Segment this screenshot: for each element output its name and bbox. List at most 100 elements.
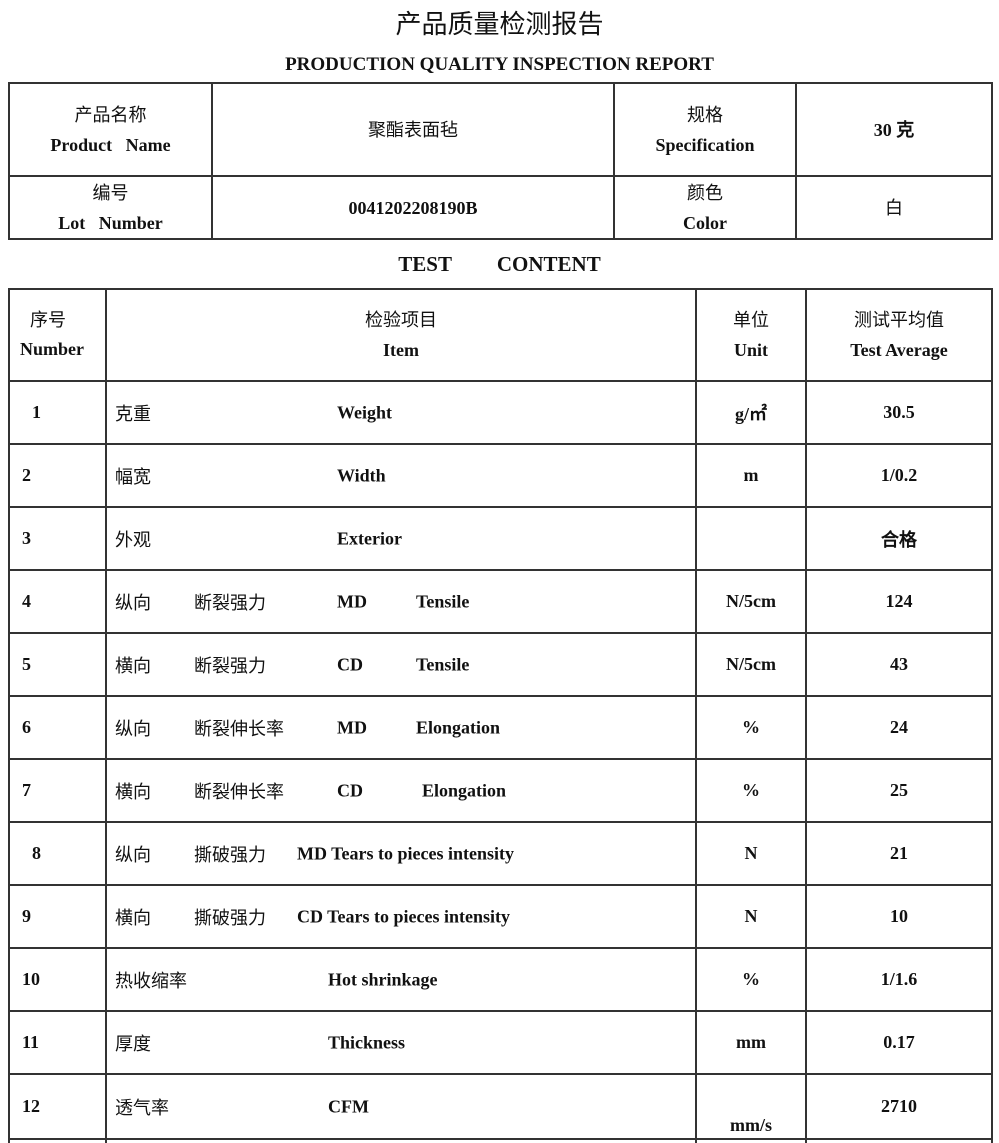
row-number: 3 (8, 506, 107, 571)
row-average: 124 (805, 569, 993, 634)
table-row: 11 厚度 Thickness mm 0.17 (8, 1010, 993, 1075)
direction-cn: 横向 (115, 907, 151, 928)
row-unit: N/5cm (695, 569, 807, 634)
item-cn: 幅宽 (115, 466, 151, 487)
product-name-label: 产品名称 Product Name (8, 82, 213, 177)
row-average: 合格 (805, 506, 993, 571)
item-en: Width (337, 465, 386, 485)
row-unit: N (695, 821, 807, 886)
item-en: Elongation (422, 780, 507, 800)
table-row: 1 克重 Weight g/㎡ 30.5 (8, 380, 993, 445)
test-content-title: TEST CONTENT (398, 252, 601, 276)
row-item: 外观 Exterior (105, 506, 697, 571)
direction-cn: 横向 (115, 655, 151, 676)
report-title: 产品质量检测报告 (395, 10, 604, 39)
item-cn: 断裂强力 (194, 592, 266, 613)
header-row: 序号 Number 检验项目 Item 单位 Unit 测试平均值 Test Avera… (8, 288, 993, 382)
item-cn: 断裂伸长率 (194, 781, 284, 802)
item-cn: 厚度 (115, 1033, 151, 1054)
row-number: 2 (8, 443, 107, 508)
direction-code: MD (337, 717, 367, 737)
row-number: 10 (8, 947, 107, 1012)
row-unit: % (695, 947, 807, 1012)
direction-code: CD (337, 654, 363, 674)
row-average: 24 (805, 695, 993, 760)
row-unit: % (695, 758, 807, 823)
item-en: Thickness (328, 1032, 406, 1052)
row-number: 11 (8, 1010, 107, 1075)
header-number: 序号 Number (8, 288, 107, 382)
table-row: 4 纵向 断裂强力 MD Tensile N/5cm 124 (8, 569, 993, 634)
item-en: Tensile (416, 591, 470, 611)
row-item: 透气率 CFM (105, 1073, 697, 1140)
item-en: CFM (328, 1096, 369, 1116)
item-cn: 撕破强力 (194, 907, 266, 928)
label-en: Specification (655, 134, 755, 155)
label-cn: 序号 (30, 310, 66, 330)
item-en: Hot shrinkage (328, 969, 438, 989)
direction-cn: 横向 (115, 781, 151, 802)
direction-cn: 纵向 (115, 592, 151, 613)
row-item: 横向 断裂伸长率 CD Elongation (105, 758, 697, 823)
row-average: 10 (805, 884, 993, 949)
direction-code: MD (337, 591, 367, 611)
item-cn: 外观 (115, 529, 151, 550)
item-cn: 热收缩率 (115, 970, 187, 991)
label-cn: 产品名称 (74, 104, 147, 125)
label-en: Product Name (50, 134, 171, 155)
row-unit: g/㎡ (695, 380, 807, 445)
direction-cn: 纵向 (115, 718, 151, 739)
row-average: 30.5 (805, 380, 993, 445)
label-en: Lot Number (58, 212, 163, 233)
row-number: 9 (8, 884, 107, 949)
row-item: 纵向 撕破强力 MD Tears to pieces intensity (105, 821, 697, 886)
row-average: 25 (805, 758, 993, 823)
row-item: 热收缩率 Hot shrinkage (105, 947, 697, 1012)
row-item: 横向 断裂强力 CD Tensile (105, 632, 697, 697)
header-average: 测试平均值 Test Average (805, 288, 993, 382)
row-average: 1/1.6 (805, 947, 993, 1012)
row-unit: m (695, 443, 807, 508)
color-value: 白 (795, 175, 993, 240)
row-unit: mm/s (695, 1073, 807, 1140)
row-item: 克重 Weight (105, 380, 697, 445)
row-average: 21 (805, 821, 993, 886)
label-cn: 单位 (733, 310, 769, 330)
row-item: 纵向 断裂伸长率 MD Elongation (105, 695, 697, 760)
row-number: 4 (8, 569, 107, 634)
item-cn: 撕破强力 (194, 844, 266, 865)
color-label: 颜色 Color (613, 175, 797, 240)
product-info-table: 产品名称 Product Name 聚酯表面毡 规格 Specification 3… (8, 82, 993, 240)
row-unit (695, 506, 807, 571)
row-item: 幅宽 Width (105, 443, 697, 508)
product-name-value: 聚酯表面毡 (211, 82, 615, 177)
row-unit: % (695, 695, 807, 760)
label-cn: 检验项目 (365, 310, 437, 330)
item-cn: 断裂强力 (194, 655, 266, 676)
lot-label: 编号 Lot Number (8, 175, 213, 240)
row-number: 5 (8, 632, 107, 697)
table-row: 10 热收缩率 Hot shrinkage % 1/1.6 (8, 947, 993, 1012)
row-number: 12 (8, 1073, 107, 1140)
label-cn: 颜色 (687, 182, 723, 203)
row-number: 6 (8, 695, 107, 760)
label-en: Test Average (850, 340, 948, 360)
label-cn: 编号 (92, 182, 129, 203)
item-en: Elongation (416, 717, 501, 737)
label-en: Number (20, 339, 84, 359)
direction-code: CD (337, 780, 363, 800)
spec-value: 30 克 (795, 82, 993, 177)
row-number: 1 (8, 380, 107, 445)
table-row: 3 外观 Exterior 合格 (8, 506, 993, 571)
header-item: 检验项目 Item (105, 288, 697, 382)
table-row: 9 横向 撕破强力 CD Tears to pieces intensity N 1… (8, 884, 993, 949)
label-en: Unit (733, 340, 768, 360)
row-unit: N (695, 884, 807, 949)
item-en: Tensile (416, 654, 470, 674)
item-en: CD Tears to pieces intensity (297, 906, 510, 926)
label-cn: 测试平均值 (854, 310, 944, 330)
row-item: 纵向 断裂强力 MD Tensile (105, 569, 697, 634)
table-row: 2 幅宽 Width m 1/0.2 (8, 443, 993, 508)
item-cn: 克重 (115, 403, 151, 424)
row-average: 2710 (805, 1073, 993, 1140)
